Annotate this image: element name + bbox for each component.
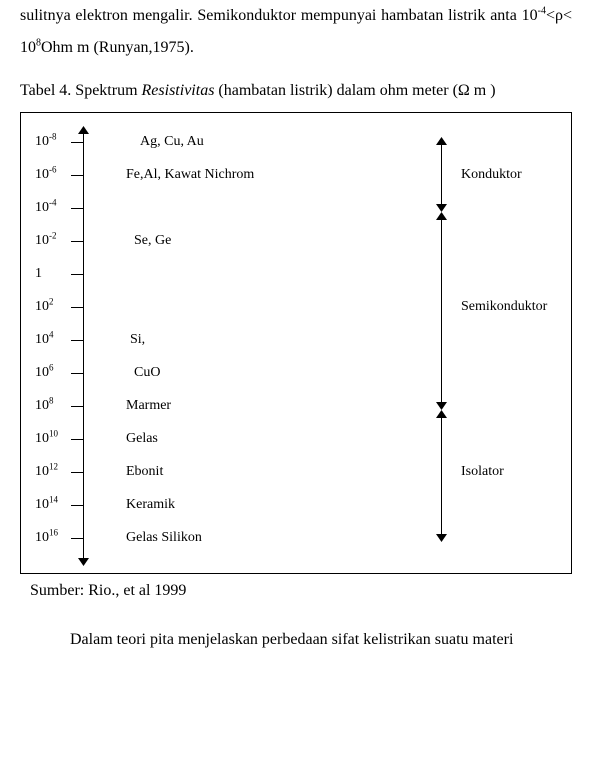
material-label: Marmer xyxy=(126,398,171,414)
material-label: Si, xyxy=(130,332,145,348)
range-line xyxy=(441,415,442,537)
range-label: Konduktor xyxy=(461,167,522,183)
axis-tick-label: 108 xyxy=(35,398,87,414)
axis-tick-label: 1012 xyxy=(35,464,87,480)
material-label: Keramik xyxy=(126,497,175,513)
material-label: Se, Ge xyxy=(134,233,171,249)
range-line xyxy=(441,142,442,207)
source-text: Sumber: Rio., et al 1999 xyxy=(30,582,572,600)
material-label: Gelas Silikon xyxy=(126,530,202,546)
axis-tick-label: 104 xyxy=(35,332,87,348)
axis-tick-label: 10-4 xyxy=(35,200,87,216)
axis-tick-label: 1014 xyxy=(35,497,87,513)
material-label: Ebonit xyxy=(126,464,163,480)
axis-tick-label: 102 xyxy=(35,299,87,315)
range-arrow-down xyxy=(436,534,447,542)
range-arrow-up xyxy=(436,212,447,220)
axis-tick-label: 1010 xyxy=(35,431,87,447)
axis-arrow-down xyxy=(78,558,89,566)
range-line xyxy=(441,217,442,405)
axis-tick-label: 1016 xyxy=(35,530,87,546)
range-arrow-down xyxy=(436,204,447,212)
material-label: CuO xyxy=(134,365,160,381)
range-label: Semikonduktor xyxy=(461,299,547,315)
axis-tick-label: 10-6 xyxy=(35,167,87,183)
material-label: Ag, Cu, Au xyxy=(140,134,204,150)
range-arrow-down xyxy=(436,402,447,410)
range-arrow-up xyxy=(436,137,447,145)
axis-tick-label: 10-8 xyxy=(35,134,87,150)
axis-tick-label: 10-2 xyxy=(35,233,87,249)
material-label: Gelas xyxy=(126,431,158,447)
range-label: Isolator xyxy=(461,464,504,480)
range-arrow-up xyxy=(436,410,447,418)
resistivity-spectrum-diagram: 10-8 Ag, Cu, Au 10-6 Fe,Al, Kawat Nichrom 10… xyxy=(20,112,572,574)
axis-tick-label: 106 xyxy=(35,365,87,381)
material-label: Fe,Al, Kawat Nichrom xyxy=(126,167,254,183)
axis-arrow-up xyxy=(78,126,89,134)
para2-text: Dalam teori pita menjelaskan perbedaan s… xyxy=(20,624,572,656)
para1-text: sulitnya elektron mengalir. Semikondukto… xyxy=(20,7,517,24)
axis-tick-label: 1 xyxy=(35,266,87,282)
table-caption: Tabel 4. Spektrum Resistivitas (hambatan… xyxy=(20,82,572,100)
